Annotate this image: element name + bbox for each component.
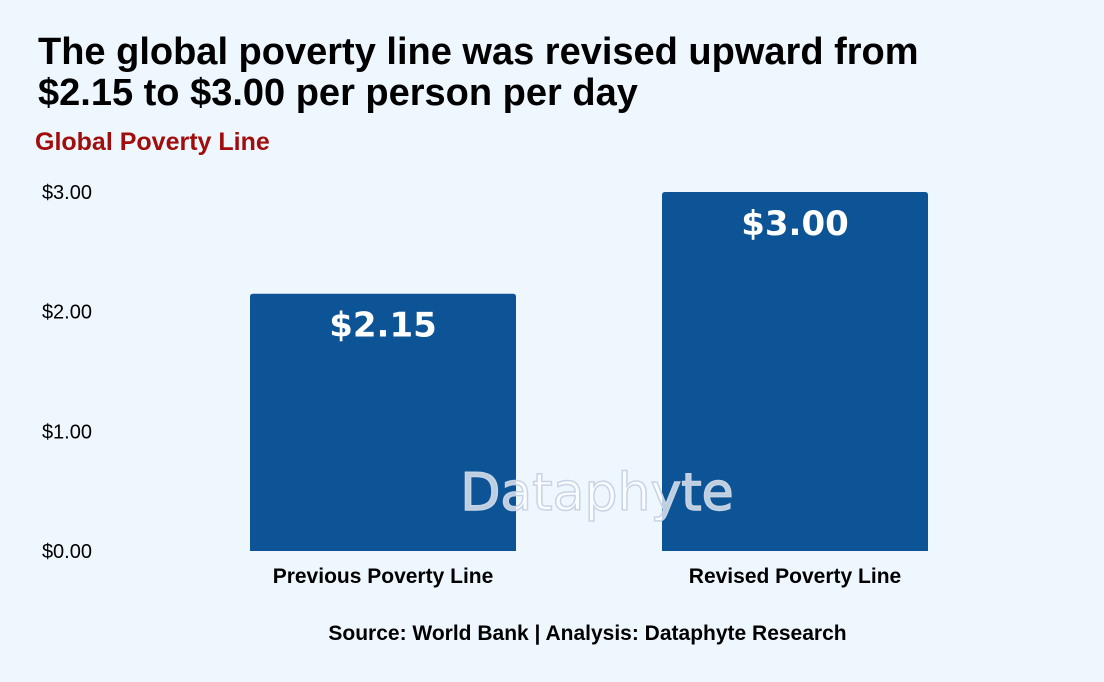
bar [250, 293, 516, 551]
source-note: Source: World Bank | Analysis: Dataphyte… [328, 622, 847, 645]
y-tick-label: $3.00 [42, 182, 92, 204]
data-labels: $2.15 $3.00 [329, 204, 849, 346]
bar-value-label: $2.15 [329, 306, 437, 346]
chart-subtitle: Global Poverty Line [35, 128, 270, 156]
y-tick-label: $0.00 [42, 541, 92, 563]
category-labels: Previous Poverty Line Revised Poverty Lin… [273, 565, 902, 588]
category-label: Previous Poverty Line [273, 565, 494, 588]
y-tick-label: $2.00 [42, 302, 92, 324]
chart-title-line-1: The global poverty line was revised upwa… [38, 31, 919, 73]
category-label: Revised Poverty Line [689, 565, 901, 588]
chart-title: The global poverty line was revised upwa… [38, 32, 1078, 114]
bar [662, 192, 928, 551]
bars [250, 192, 928, 551]
chart-title-line-2: $2.15 to $3.00 per person per day [38, 72, 638, 114]
y-tick-label: $1.00 [42, 421, 92, 443]
y-axis-ticks: $0.00 $1.00 $2.00 $3.00 [42, 182, 92, 563]
watermark-logo: Dataphyte [460, 463, 733, 523]
bar-value-label: $3.00 [741, 204, 849, 244]
